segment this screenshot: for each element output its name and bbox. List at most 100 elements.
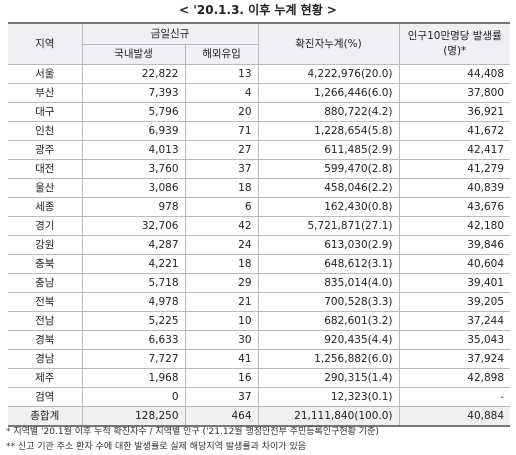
table-row: 제주 1,968 16 290,315(1.4) 42,898 — [8, 368, 511, 388]
value-cell: 700,528(3.3) — [257, 292, 400, 312]
value-cell: 16 — [184, 368, 259, 388]
value-cell: 4,287 — [81, 235, 186, 255]
value-cell: 4,221 — [81, 254, 186, 274]
value-cell: 464 — [184, 406, 259, 427]
value-cell: 40,604 — [398, 254, 511, 274]
value-cell: 40,839 — [398, 178, 511, 198]
value-cell: 4 — [184, 83, 259, 103]
title: < '20.1.3. 이후 누계 현황 > — [179, 3, 337, 17]
region-cell: 전북 — [8, 292, 83, 312]
value-cell: 30 — [184, 330, 259, 350]
value-cell: 42,180 — [398, 216, 511, 236]
table-row: 인천 6,939 71 1,228,654(5.8) 41,672 — [8, 121, 511, 141]
table-body: 서울 22,822 13 4,222,976(20.0) 44,408 부산 7,393 4 1… — [8, 64, 511, 427]
value-cell: 1,228,654(5.8) — [257, 121, 400, 141]
value-cell: 599,470(2.8) — [257, 159, 400, 179]
value-cell: 6,939 — [81, 121, 186, 141]
region-cell: 충남 — [8, 273, 83, 293]
value-cell: 613,030(2.9) — [257, 235, 400, 255]
value-cell: 39,846 — [398, 235, 511, 255]
region-cell: 서울 — [8, 64, 83, 84]
value-cell: 920,435(4.4) — [257, 330, 400, 350]
region-cell: 울산 — [8, 178, 83, 198]
value-cell: 128,250 — [81, 406, 186, 427]
footnote: * 지역별 '20.1월 이후 누적 확진자수 / 지역별 인구 ('21.12… — [6, 427, 379, 437]
value-cell: 3,086 — [81, 178, 186, 198]
value-cell: 40,884 — [398, 406, 511, 427]
table-row: 전북 4,978 21 700,528(3.3) 39,205 — [8, 292, 511, 312]
value-cell: 1,256,882(6.0) — [257, 349, 400, 369]
region-cell: 충북 — [8, 254, 83, 274]
value-cell: 978 — [81, 197, 186, 217]
value-cell: 42,417 — [398, 140, 511, 160]
value-cell: 3,760 — [81, 159, 186, 179]
value-cell: 1,968 — [81, 368, 186, 388]
table-row: 울산 3,086 18 458,046(2.2) 40,839 — [8, 178, 511, 198]
table-row: 강원 4,287 24 613,030(2.9) 39,846 — [8, 235, 511, 255]
value-cell: 7,727 — [81, 349, 186, 369]
value-cell: 835,014(4.0) — [257, 273, 400, 293]
value-cell: 162,430(0.8) — [257, 197, 400, 217]
footnote: ** 신고 기관 주소 환자 수에 대한 발생률로 실제 해당지역 발생률과 차… — [6, 442, 307, 452]
value-cell: 44,408 — [398, 64, 511, 84]
region-cell: 강원 — [8, 235, 83, 255]
value-cell: 611,485(2.9) — [257, 140, 400, 160]
value-cell: 4,222,976(20.0) — [257, 64, 400, 84]
table-row: 부산 7,393 4 1,266,446(6.0) 37,800 — [8, 83, 511, 103]
value-cell: 29 — [184, 273, 259, 293]
region-cell: 총합계 — [8, 406, 83, 427]
value-cell: 18 — [184, 178, 259, 198]
value-cell: 37 — [184, 159, 259, 179]
value-cell: 20 — [184, 102, 259, 122]
region-cell: 경남 — [8, 349, 83, 369]
table-row: 경남 7,727 41 1,256,882(6.0) 37,924 — [8, 349, 511, 369]
value-cell: 37,924 — [398, 349, 511, 369]
value-cell: 42 — [184, 216, 259, 236]
region-cell: 검역 — [8, 387, 83, 407]
value-cell: 21 — [184, 292, 259, 312]
value-cell: 458,046(2.2) — [257, 178, 400, 198]
value-cell: 21,111,840(100.0) — [257, 406, 400, 427]
table-row: 광주 4,013 27 611,485(2.9) 42,417 — [8, 140, 511, 160]
value-cell: 6,633 — [81, 330, 186, 350]
value-cell: 648,612(3.1) — [257, 254, 400, 274]
header-cell: 해외유입 — [184, 44, 259, 65]
value-cell: 43,676 — [398, 197, 511, 217]
value-cell: 880,722(4.2) — [257, 102, 400, 122]
value-cell: 41,279 — [398, 159, 511, 179]
table-row: 경북 6,633 30 920,435(4.4) 35,043 — [8, 330, 511, 350]
value-cell: 6 — [184, 197, 259, 217]
value-cell: 290,315(1.4) — [257, 368, 400, 388]
region-cell: 인천 — [8, 121, 83, 141]
table-row: 세종 978 6 162,430(0.8) 43,676 — [8, 197, 511, 217]
value-cell: 24 — [184, 235, 259, 255]
value-cell: 41,672 — [398, 121, 511, 141]
value-cell: 22,822 — [81, 64, 186, 84]
value-cell: 4,978 — [81, 292, 186, 312]
header-cell: 인구10만명당 발생률(명)* — [398, 22, 511, 65]
region-cell: 전남 — [8, 311, 83, 331]
table-row: 전남 5,225 10 682,601(3.2) 37,244 — [8, 311, 511, 331]
value-cell: 1,266,446(6.0) — [257, 83, 400, 103]
value-cell: 35,043 — [398, 330, 511, 350]
value-cell: 37,244 — [398, 311, 511, 331]
region-cell: 광주 — [8, 140, 83, 160]
value-cell: 5,225 — [81, 311, 186, 331]
value-cell: 42,898 — [398, 368, 511, 388]
value-cell: 682,601(3.2) — [257, 311, 400, 331]
header-cell: 금일신규 — [81, 22, 259, 45]
value-cell: 27 — [184, 140, 259, 160]
value-cell: 39,401 — [398, 273, 511, 293]
value-cell: 0 — [81, 387, 186, 407]
region-cell: 경북 — [8, 330, 83, 350]
value-cell: 7,393 — [81, 83, 186, 103]
value-cell: 5,721,871(27.1) — [257, 216, 400, 236]
value-cell: 12,323(0.1) — [257, 387, 400, 407]
value-cell: 41 — [184, 349, 259, 369]
value-cell: 71 — [184, 121, 259, 141]
value-cell: 13 — [184, 64, 259, 84]
value-cell: 18 — [184, 254, 259, 274]
table-row: 총합계 128,250 464 21,111,840(100.0) 40,884 — [8, 406, 511, 427]
table-row: 대구 5,796 20 880,722(4.2) 36,921 — [8, 102, 511, 122]
